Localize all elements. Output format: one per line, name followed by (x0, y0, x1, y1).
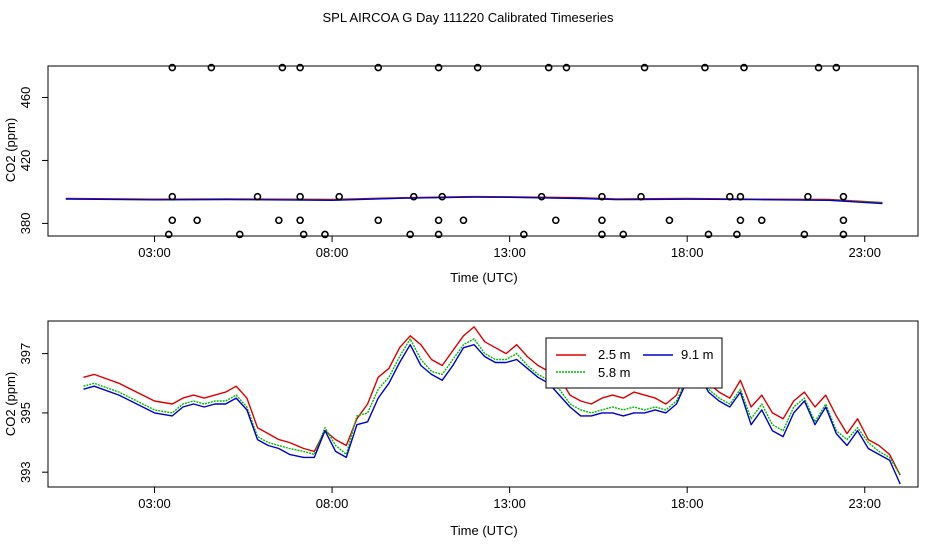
top-scatter-point (598, 230, 606, 239)
top-scatter-point (434, 216, 443, 225)
top-series-9.1m (65, 196, 883, 205)
panel-bottom-xlabel: Time (UTC) (450, 523, 517, 538)
top-scatter-point (253, 192, 262, 201)
top-scatter-point (544, 63, 553, 72)
top-scatter-point (736, 216, 745, 225)
top-scatter-point (839, 192, 848, 201)
top-ytick-label: 420 (18, 150, 33, 172)
bottom-plot-frame (47, 320, 919, 488)
top-xtick-label: 08:00 (316, 245, 349, 260)
top-scatter-point (520, 230, 528, 239)
top-scatter-point (832, 63, 841, 72)
legend-label-9.1m: 9.1 m (681, 347, 714, 362)
top-scatter-point (193, 216, 201, 225)
top-scatter-point (459, 216, 468, 225)
top-xtick-label: 23:00 (848, 245, 881, 260)
top-scatter-point (275, 216, 283, 225)
bottom-xtick-label: 03:00 (138, 496, 171, 511)
top-scatter-point (296, 63, 304, 72)
top-scatter-point (299, 230, 308, 239)
top-scatter-point (562, 63, 571, 72)
top-scatter-point (640, 63, 649, 72)
chart-title: SPL AIRCOA G Day 111220 Calibrated Times… (323, 10, 614, 25)
top-scatter-point (296, 216, 304, 225)
bottom-xtick-label: 18:00 (671, 496, 704, 511)
top-scatter-point (551, 216, 560, 225)
top-scatter-point (168, 216, 177, 225)
top-scatter-point (168, 192, 177, 201)
top-scatter-point (164, 230, 173, 239)
top-scatter-point (473, 63, 482, 72)
top-scatter-point (839, 216, 848, 225)
top-scatter-point (409, 192, 418, 201)
panel-top-xlabel: Time (UTC) (450, 270, 517, 285)
top-scatter-point (434, 230, 443, 239)
top-scatter-point (800, 230, 809, 239)
top-scatter-point (736, 192, 745, 201)
bottom-series-9.1m (83, 344, 901, 485)
top-scatter-point (598, 216, 606, 225)
legend-label-2.5m: 2.5 m (598, 347, 631, 362)
top-xtick-label: 13:00 (493, 245, 526, 260)
top-scatter-point (619, 230, 628, 239)
bottom-xtick-label: 23:00 (848, 496, 881, 511)
top-scatter-point (335, 192, 343, 201)
top-scatter-point (296, 192, 304, 201)
top-xtick-label: 18:00 (671, 245, 704, 260)
top-scatter-point (235, 230, 244, 239)
top-ytick-label: 380 (18, 213, 33, 235)
top-scatter-point (637, 192, 645, 201)
bottom-ytick-label: 393 (18, 461, 33, 483)
legend-box (545, 337, 723, 389)
top-scatter-point (374, 216, 383, 225)
top-scatter-point (740, 63, 748, 72)
bottom-ytick-label: 397 (18, 343, 33, 365)
top-plot-frame (47, 65, 919, 237)
panel-top-scatter: 03:00 08:00 13:00 18:00 23:00 380 420 460 (18, 63, 919, 260)
top-scatter-point (434, 63, 443, 72)
top-scatter-point (814, 63, 823, 72)
top-scatter-point (665, 216, 674, 225)
top-scatter-point (733, 230, 741, 239)
bottom-xtick-label: 13:00 (493, 496, 526, 511)
top-scatter-point (537, 192, 546, 201)
top-scatter-point (598, 192, 606, 201)
top-ytick-label: 460 (18, 87, 33, 109)
bottom-xtick-label: 08:00 (316, 496, 349, 511)
top-scatter-point (321, 230, 329, 239)
panel-bottom-lines: 03:00 08:00 13:00 18:00 23:00 393 395 397 (18, 320, 919, 511)
top-xtick-label: 03:00 (138, 245, 171, 260)
bottom-series-2.5m (83, 326, 901, 476)
top-scatter-point (438, 192, 446, 201)
panel-top-ylabel: CO2 (ppm) (3, 118, 18, 182)
top-scatter-point (757, 216, 766, 225)
top-scatter-point (725, 192, 734, 201)
bottom-series-5.8m (83, 338, 901, 476)
bottom-ytick-label: 395 (18, 402, 33, 424)
top-scatter-point (406, 230, 415, 239)
legend-label-5.8m: 5.8 m (598, 365, 631, 380)
top-scatter-point (278, 63, 287, 72)
top-scatter-point (839, 230, 848, 239)
top-scatter-point (804, 192, 812, 201)
panel-bottom-ylabel: CO2 (ppm) (3, 372, 18, 436)
top-scatter-point (168, 63, 177, 72)
legend: 2.5 m 9.1 m 5.8 m (545, 337, 723, 389)
top-scatter-point (207, 63, 216, 72)
top-scatter-point (701, 63, 709, 72)
top-scatter-point (374, 63, 383, 72)
top-scatter-point (704, 230, 713, 239)
